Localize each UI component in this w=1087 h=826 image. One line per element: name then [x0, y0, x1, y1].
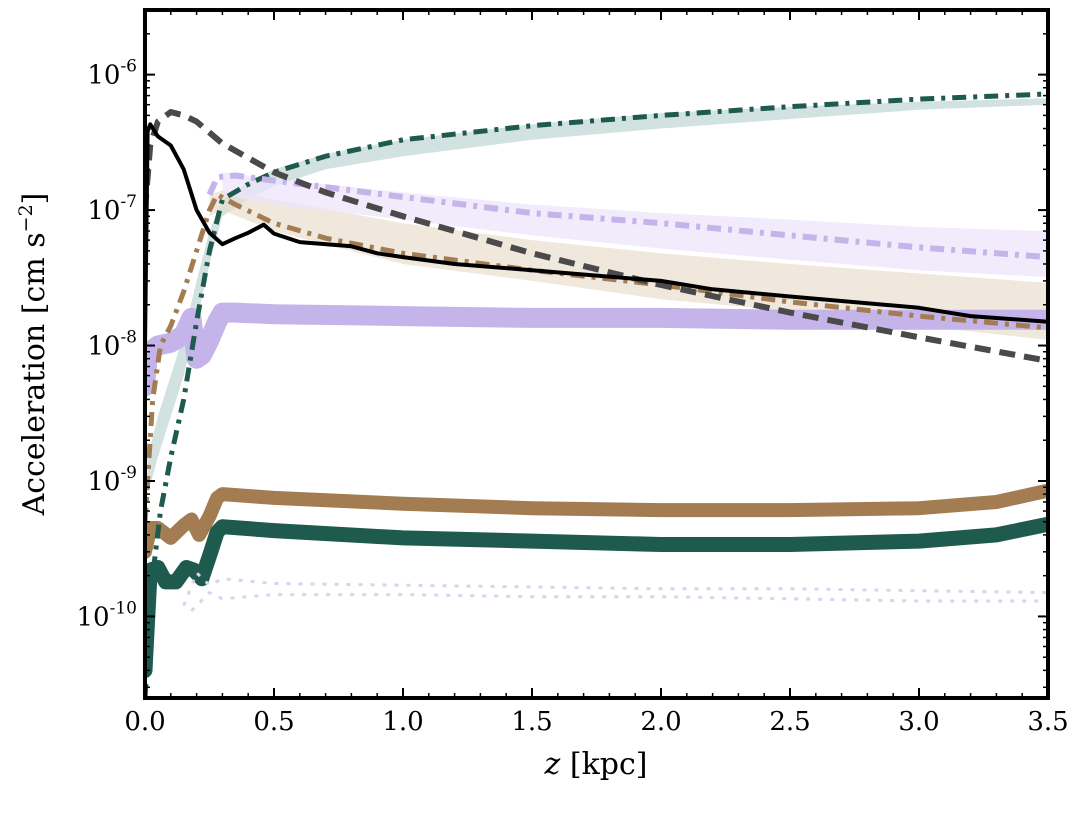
- y-axis-label: Acceleration [cm s−2]: [15, 193, 52, 517]
- y-tick-label: 10-7: [87, 192, 137, 226]
- series-line-6: [145, 91, 1048, 698]
- x-tick-label: 2.0: [640, 707, 681, 737]
- plot-frame: [143, 8, 1050, 700]
- x-axis-label: z [kpc]: [544, 747, 648, 782]
- x-tick-label: 1.5: [511, 707, 552, 737]
- y-tick-label: 10-6: [87, 57, 137, 91]
- x-tick-label: 3.0: [898, 707, 939, 737]
- x-axis-unit: [kpc]: [560, 747, 647, 782]
- x-tick-label: 2.5: [769, 707, 810, 737]
- y-axis-label-close: ]: [17, 193, 52, 205]
- series-line-4: [182, 571, 1048, 607]
- axis-ticks: [144, 9, 1049, 698]
- data-series: [145, 91, 1048, 698]
- series-line-3: [145, 516, 1048, 678]
- y-tick-labels: 10-10 10-9 10-8 10-7 10-6: [77, 57, 137, 633]
- x-axis-variable: z: [544, 747, 561, 782]
- y-axis-label-main: Acceleration [cm s: [17, 232, 52, 516]
- x-tick-labels: 0.0 0.5 1.0 1.5 2.0 2.5 3.0 3.5: [124, 707, 1068, 737]
- series-line-10: [145, 122, 1048, 348]
- y-axis-label-exponent: −2: [15, 204, 37, 232]
- series-line-9: [145, 109, 1048, 364]
- x-tick-label: 1.0: [382, 707, 423, 737]
- y-tick-label: 10-8: [87, 328, 137, 362]
- x-tick-label: 0.5: [253, 707, 294, 737]
- y-tick-label: 10-9: [87, 463, 137, 497]
- y-tick-label: 10-10: [77, 598, 137, 632]
- plot-area: [145, 91, 1048, 698]
- x-tick-label: 3.5: [1027, 707, 1068, 737]
- series-line-7: [145, 192, 1048, 522]
- series-line-5: [190, 591, 1048, 612]
- series-line-2: [145, 483, 1048, 559]
- uncertainty-bands: [147, 98, 1048, 495]
- series-line-1: [145, 302, 1048, 397]
- x-tick-label: 0.0: [124, 707, 165, 737]
